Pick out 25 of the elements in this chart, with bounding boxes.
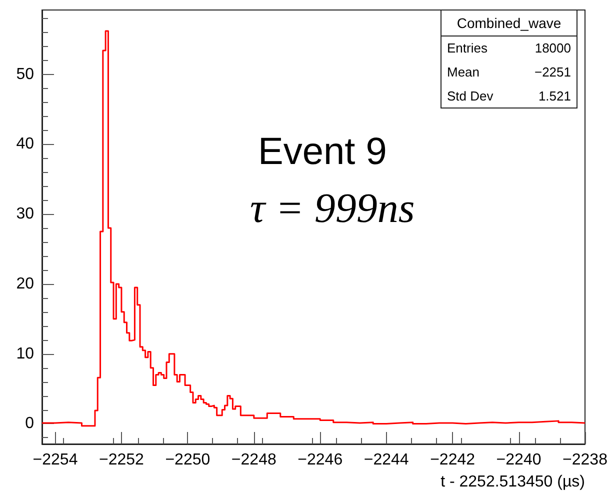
annotation: τ = 999ns (250, 186, 415, 232)
annotation: 18000 (534, 40, 571, 56)
y-tick-label: 30 (16, 206, 34, 223)
annotation: −2251 (534, 64, 571, 80)
annotation: Std Dev (447, 88, 494, 104)
x-tick-label: −2252 (98, 452, 144, 468)
x-tick-label: −2250 (165, 452, 210, 468)
y-tick-label: 20 (16, 275, 34, 292)
y-tick-label: 10 (16, 345, 34, 362)
y-tick-label: 40 (16, 136, 34, 153)
x-tick-label: −2254 (32, 452, 78, 468)
annotation: Mean (447, 64, 480, 80)
annotation: Combined_wave (456, 15, 562, 31)
y-tick-label: 0 (25, 415, 34, 432)
x-tick-label: −2240 (496, 452, 542, 468)
x-tick-label: −2244 (364, 452, 409, 468)
x-tick-label: −2248 (231, 452, 276, 468)
annotation: Event 9 (258, 131, 387, 173)
annotation: Entries (447, 40, 488, 56)
x-tick-label: −2242 (430, 452, 476, 468)
y-tick-label: 50 (16, 66, 34, 83)
x-tick-label: −2246 (298, 452, 343, 468)
annotation: 1.521 (538, 88, 571, 104)
x-tick-label: −2238 (562, 452, 608, 468)
x-axis-title: t - 2252.513450 (µs) (440, 474, 585, 490)
